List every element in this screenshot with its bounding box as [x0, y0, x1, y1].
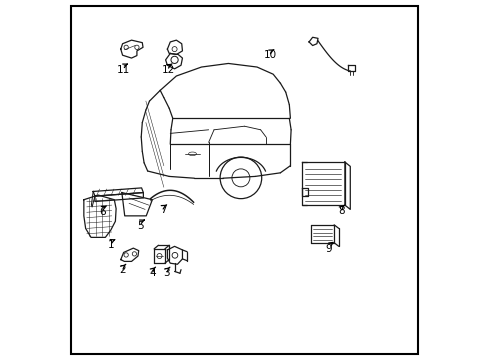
- Text: 7: 7: [160, 206, 166, 216]
- Text: 9: 9: [325, 244, 331, 254]
- Text: 4: 4: [149, 268, 155, 278]
- Text: 12: 12: [162, 64, 175, 75]
- Text: 10: 10: [263, 50, 276, 60]
- Text: 3: 3: [163, 268, 170, 278]
- Text: 5: 5: [137, 221, 143, 230]
- Text: 6: 6: [100, 207, 106, 217]
- Text: 1: 1: [107, 240, 114, 250]
- Text: 11: 11: [117, 64, 130, 75]
- Text: 2: 2: [119, 265, 125, 275]
- Text: 8: 8: [337, 206, 344, 216]
